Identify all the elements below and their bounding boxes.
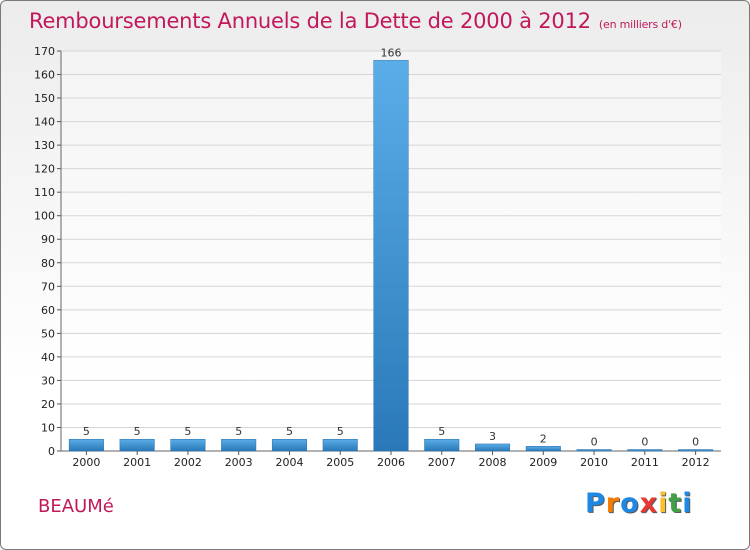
y-tick-label: 80 [41,257,55,270]
bar-2007 [424,438,460,452]
chart-unit: (en milliers d'€) [598,18,682,31]
x-tick-label: 2004 [275,456,303,469]
x-tick-label: 2002 [174,456,202,469]
bar-2000 [68,438,104,452]
value-label: 5 [337,425,344,438]
y-tick-label: 60 [41,304,55,317]
x-tick-label: 2003 [225,456,253,469]
value-label: 166 [381,46,402,59]
y-tick-label: 10 [41,421,55,434]
x-tick-label: 2005 [326,456,354,469]
x-tick-label: 2006 [377,456,405,469]
value-label: 0 [591,436,598,449]
x-tick-label: 2010 [580,456,608,469]
value-label: 5 [235,425,242,438]
chart-title-text: Remboursements Annuels de la Dette de 20… [29,9,591,33]
value-label: 5 [83,425,90,438]
value-label: 0 [641,436,648,449]
logo-letter: i [682,488,693,519]
bar-2006 [373,60,409,452]
y-tick-label: 40 [41,351,55,364]
commune-name: BEAUMé [38,496,114,517]
bar-2004 [271,438,307,452]
y-tick-label: 110 [34,186,55,199]
logo-letter: P [585,488,606,519]
proxiti-logo: Proxiti [585,488,693,519]
bars [68,60,714,452]
logo-letter: x [639,488,659,519]
logo-letter: i [658,488,669,519]
labels: 0102030405060708090100110120130140150160… [34,45,710,469]
chart-title: Remboursements Annuels de la Dette de 20… [29,9,682,33]
x-tick-label: 2007 [428,456,456,469]
x-tick-label: 2001 [123,456,151,469]
y-tick-label: 20 [41,398,55,411]
y-tick-label: 50 [41,327,55,340]
value-label: 0 [692,436,699,449]
bar-2012 [678,449,714,452]
bar-2011 [627,449,663,452]
y-tick-label: 90 [41,233,55,246]
bar-2002 [170,438,206,452]
y-tick-label: 30 [41,374,55,387]
bar-2010 [576,449,612,452]
bar-2008 [475,443,511,452]
value-label: 5 [134,425,141,438]
logo-letter: t [668,488,683,519]
x-tick-label: 2008 [479,456,507,469]
y-tick-label: 140 [34,116,55,129]
bar-2005 [322,438,358,452]
y-tick-label: 0 [48,445,55,458]
y-tick-label: 170 [34,45,55,58]
y-tick-label: 70 [41,280,55,293]
y-tick-label: 120 [34,163,55,176]
value-label: 5 [184,425,191,438]
y-tick-label: 130 [34,139,55,152]
x-tick-label: 2011 [631,456,659,469]
value-label: 5 [286,425,293,438]
x-tick-label: 2000 [72,456,100,469]
bar-2003 [221,438,257,452]
y-tick-label: 150 [34,92,55,105]
value-label: 2 [540,432,547,445]
value-label: 3 [489,430,496,443]
logo-letter: r [605,488,621,519]
logo-letter: o [620,488,640,519]
value-label: 5 [438,425,445,438]
y-tick-label: 160 [34,69,55,82]
bar-2001 [119,438,155,452]
bar-2009 [525,446,561,452]
y-tick-label: 100 [34,210,55,223]
x-tick-label: 2012 [682,456,710,469]
x-tick-label: 2009 [529,456,557,469]
